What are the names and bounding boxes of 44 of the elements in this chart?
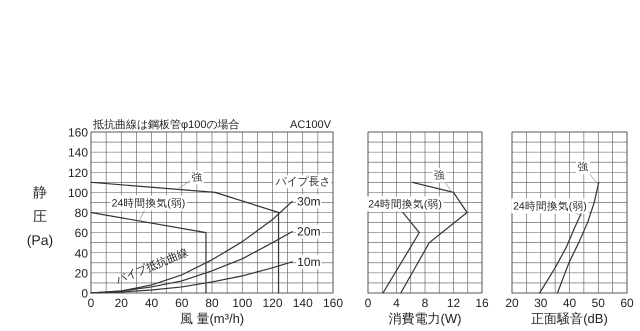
x-axis-title: 正面騒音(dB) bbox=[531, 311, 608, 326]
chart-subtitle: AC100V bbox=[290, 119, 332, 131]
series-label: 30m bbox=[297, 194, 321, 208]
x-axis-title: 風 量(m³/h) bbox=[180, 311, 244, 326]
chart-title: 抵抗曲線は鋼板管φ100の場合 bbox=[92, 118, 240, 131]
series-label: 強 bbox=[578, 161, 589, 174]
y-axis-title: 静圧(Pa) bbox=[26, 184, 54, 248]
y-tick-label: 100 bbox=[68, 186, 88, 200]
series-label: 強 bbox=[191, 171, 202, 184]
x-tick-label: 160 bbox=[322, 296, 344, 310]
y-tick-label: 60 bbox=[74, 226, 88, 240]
x-tick-label: 12 bbox=[446, 296, 460, 310]
series-label: 24時間換気(弱) bbox=[513, 199, 587, 212]
x-tick-label: 40 bbox=[562, 296, 576, 310]
x-tick-label: 16 bbox=[475, 296, 489, 310]
y-tick-label: 140 bbox=[68, 146, 88, 160]
x-tick-label: 4 bbox=[393, 296, 400, 310]
x-tick-label: 100 bbox=[232, 296, 253, 310]
x-tick-label: 0 bbox=[364, 296, 372, 310]
legend-title: パイプ長さ bbox=[274, 175, 330, 188]
series-label: 24時間換気(弱) bbox=[368, 197, 442, 210]
y-tick-label: 160 bbox=[68, 126, 88, 140]
series-label: 強 bbox=[434, 169, 445, 182]
x-tick-label: 80 bbox=[205, 296, 219, 310]
x-tick-label: 60 bbox=[175, 296, 189, 310]
x-tick-label: 30 bbox=[534, 296, 548, 310]
y-tick-label: 80 bbox=[74, 206, 88, 220]
x-tick-label: 20 bbox=[114, 296, 128, 310]
y-tick-label: 0 bbox=[81, 286, 88, 300]
x-tick-label: 60 bbox=[620, 296, 634, 310]
x-tick-label: 20 bbox=[505, 296, 519, 310]
series-label: 10m bbox=[297, 254, 321, 269]
y-tick-label: 120 bbox=[68, 166, 88, 180]
series-label: 20m bbox=[297, 224, 321, 239]
x-tick-label: 8 bbox=[422, 296, 429, 310]
x-tick-label: 120 bbox=[262, 296, 283, 310]
y-tick-label: 20 bbox=[74, 266, 88, 280]
x-tick-label: 140 bbox=[292, 296, 314, 310]
series-label: 24時間換気(弱) bbox=[112, 196, 186, 210]
x-tick-label: 50 bbox=[592, 296, 606, 310]
x-axis-title: 消費電力(W) bbox=[388, 311, 462, 326]
y-tick-label: 40 bbox=[74, 246, 88, 260]
annotation: パイプ抵抗曲線 bbox=[112, 246, 190, 287]
x-tick-label: 40 bbox=[144, 296, 158, 310]
